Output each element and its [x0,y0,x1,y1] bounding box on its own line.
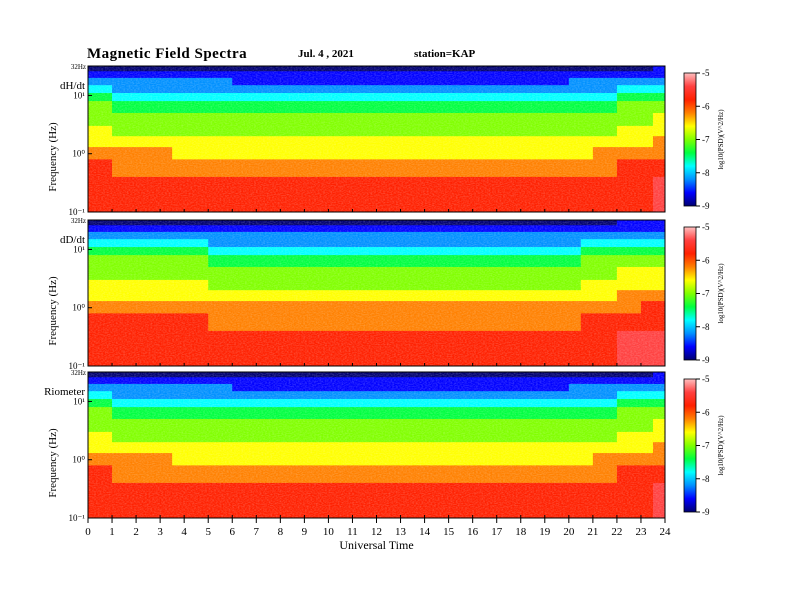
colorbar-tick-label: -8 [702,168,710,178]
x-tick-label: 13 [395,526,407,538]
y-tick-label: 10⁰ [72,455,85,465]
x-tick-label: 6 [230,526,236,538]
y-tick-label: 10⁻¹ [69,513,86,523]
colorbar-tick-label: -6 [702,407,710,417]
colorbar-tick-label: -9 [702,355,710,365]
spectrogram-panel-2: dD/dt 32Hz 10¹ 10⁰ 10⁻¹ Frequency (Hz) -5 -6 -7 -… [47,217,725,371]
heatmap-texture [88,66,665,212]
x-tick-label: 24 [660,526,672,538]
x-tick-label: 12 [371,526,382,538]
colorbar [683,72,697,207]
y-axis-label: Frequency (Hz) [47,122,59,192]
x-tick-label: 8 [278,526,284,538]
colorbar [683,226,697,361]
colorbar-label: log10(PSD)(V^2/Hz) [717,415,725,476]
x-axis-label: Universal Time [339,538,413,552]
y-tick-label: 10¹ [73,396,85,406]
x-tick-label: 2 [133,526,139,538]
x-tick-label: 19 [539,526,551,538]
colorbar-tick-label: -7 [702,289,710,299]
x-tick-label: 5 [205,526,211,538]
y-tick-label: 10⁻¹ [69,207,86,217]
top-frequency-label: 32Hz [71,217,86,225]
colorbar-tick-label: -7 [702,135,710,145]
x-tick-label: 11 [347,526,358,538]
top-frequency-label: 32Hz [71,369,86,377]
x-tick-label: 18 [515,526,527,538]
x-tick-label: 7 [254,526,260,538]
spectrogram-panel-1: dH/dt 32Hz 10¹ 10⁰ 10⁻¹ Frequency (Hz) -5 -6 -7 -… [47,63,725,217]
heatmap-texture [88,220,665,366]
y-tick-label: 10¹ [73,244,85,254]
colorbar-tick-label: -9 [702,201,710,211]
spectrogram-panel-3: Riometer 32Hz 10¹ 10⁰ 10⁻¹ Frequency (Hz) -5 -6… [44,369,725,523]
top-frequency-label: 32Hz [71,63,86,71]
y-axis-label: Frequency (Hz) [47,276,59,346]
panel-label: dD/dt [60,234,85,246]
colorbar-label: log10(PSD)(V^2/Hz) [717,263,725,324]
figure-title: Magnetic Field Spectra [87,46,248,62]
colorbar-tick-label: -6 [702,255,710,265]
colorbar [683,378,697,513]
x-tick-label: 17 [491,526,503,538]
colorbar-tick-label: -5 [702,374,710,384]
y-tick-label: 10⁻¹ [69,361,86,371]
panel-label: dH/dt [60,80,85,92]
colorbar-tick-label: -9 [702,507,710,517]
x-tick-label: 14 [419,526,431,538]
y-axis-label: Frequency (Hz) [47,428,59,498]
x-tick-label: 15 [443,526,455,538]
x-tick-label: 21 [587,526,598,538]
colorbar-tick-label: -8 [702,474,710,484]
x-tick-label: 22 [611,526,622,538]
heatmap-texture [88,372,665,518]
x-tick-label: 9 [302,526,308,538]
x-tick-label: 3 [157,526,163,538]
colorbar-tick-label: -5 [702,68,710,78]
y-tick-label: 10¹ [73,90,85,100]
colorbar-tick-label: -6 [702,101,710,111]
colorbar-label: log10(PSD)(V^2/Hz) [717,109,725,170]
date-label: Jul. 4 , 2021 [298,48,354,60]
x-tick-label: 1 [109,526,115,538]
x-tick-label: 23 [635,526,647,538]
y-tick-label: 10⁰ [72,303,85,313]
y-tick-label: 10⁰ [72,149,85,159]
x-tick-label: 20 [563,526,575,538]
colorbar-tick-label: -8 [702,322,710,332]
station-label: station=KAP [414,48,476,60]
x-tick-label: 16 [467,526,479,538]
x-tick-label: 10 [323,526,335,538]
x-tick-label: 0 [85,526,91,538]
x-tick-label: 4 [181,526,187,538]
panel-label: Riometer [44,386,85,398]
colorbar-tick-label: -5 [702,222,710,232]
colorbar-tick-label: -7 [702,441,710,451]
